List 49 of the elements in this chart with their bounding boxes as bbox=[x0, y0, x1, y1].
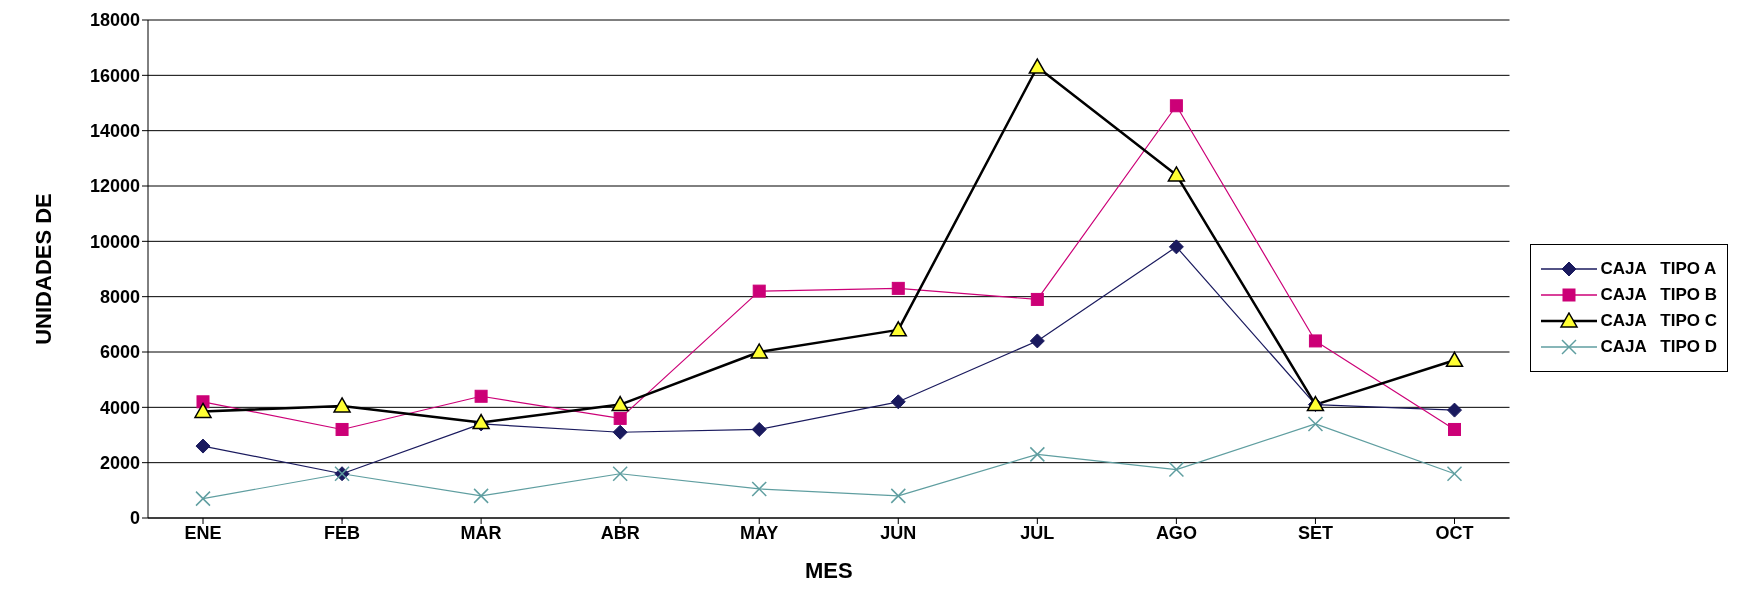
y-tick-label: 10000 bbox=[89, 231, 140, 252]
x-tick-label: JUN bbox=[880, 522, 917, 543]
y-tick-label: 2000 bbox=[99, 453, 140, 474]
x-tick-label: ABR bbox=[600, 522, 640, 543]
point bbox=[890, 394, 906, 410]
point bbox=[752, 284, 766, 298]
point bbox=[1445, 351, 1464, 368]
y-tick-label: 18000 bbox=[89, 10, 140, 31]
point bbox=[612, 424, 628, 440]
y-tick-label: 16000 bbox=[89, 65, 140, 86]
x-tick-label: JUL bbox=[1020, 522, 1055, 543]
x-tick-label: OCT bbox=[1435, 522, 1474, 543]
legend-label: CAJA TIPO C bbox=[1600, 311, 1717, 331]
x-tick-label: SET bbox=[1297, 522, 1333, 543]
point bbox=[194, 402, 212, 419]
point bbox=[195, 438, 211, 454]
x-tick-label: ENE bbox=[184, 522, 222, 543]
y-tick-label: 14000 bbox=[89, 121, 140, 142]
point bbox=[1029, 333, 1045, 349]
point bbox=[1167, 166, 1186, 182]
y-tick-label: 6000 bbox=[99, 342, 140, 363]
x-axis-title: MES bbox=[804, 558, 853, 583]
point bbox=[1448, 422, 1461, 436]
point bbox=[889, 321, 908, 337]
point bbox=[1030, 292, 1044, 306]
y-tick-label: 12000 bbox=[89, 176, 140, 197]
y-tick-label: 4000 bbox=[99, 397, 140, 418]
x-tick-label: FEB bbox=[324, 522, 361, 543]
point bbox=[613, 411, 627, 425]
x-tick-label: AGO bbox=[1155, 522, 1197, 543]
legend-label: CAJA TIPO A bbox=[1600, 259, 1717, 279]
y-tick-label: 8000 bbox=[99, 287, 140, 308]
point bbox=[611, 395, 629, 412]
point bbox=[1308, 334, 1322, 348]
legend-label: CAJA TIPO B bbox=[1600, 285, 1717, 305]
point bbox=[1028, 58, 1047, 74]
point bbox=[474, 389, 488, 403]
x-tick-label: MAR bbox=[460, 522, 502, 543]
point bbox=[333, 397, 351, 413]
y-tick-label: 0 bbox=[129, 508, 140, 529]
x-tick-label: MAY bbox=[740, 522, 779, 543]
legend-label: CAJA TIPO D bbox=[1600, 337, 1717, 357]
point bbox=[1447, 402, 1462, 418]
point bbox=[891, 281, 905, 295]
point bbox=[335, 422, 349, 436]
point bbox=[751, 421, 767, 437]
y-axis-title: UNIDADES DE bbox=[30, 193, 56, 345]
point bbox=[1168, 239, 1184, 255]
point bbox=[750, 343, 768, 359]
